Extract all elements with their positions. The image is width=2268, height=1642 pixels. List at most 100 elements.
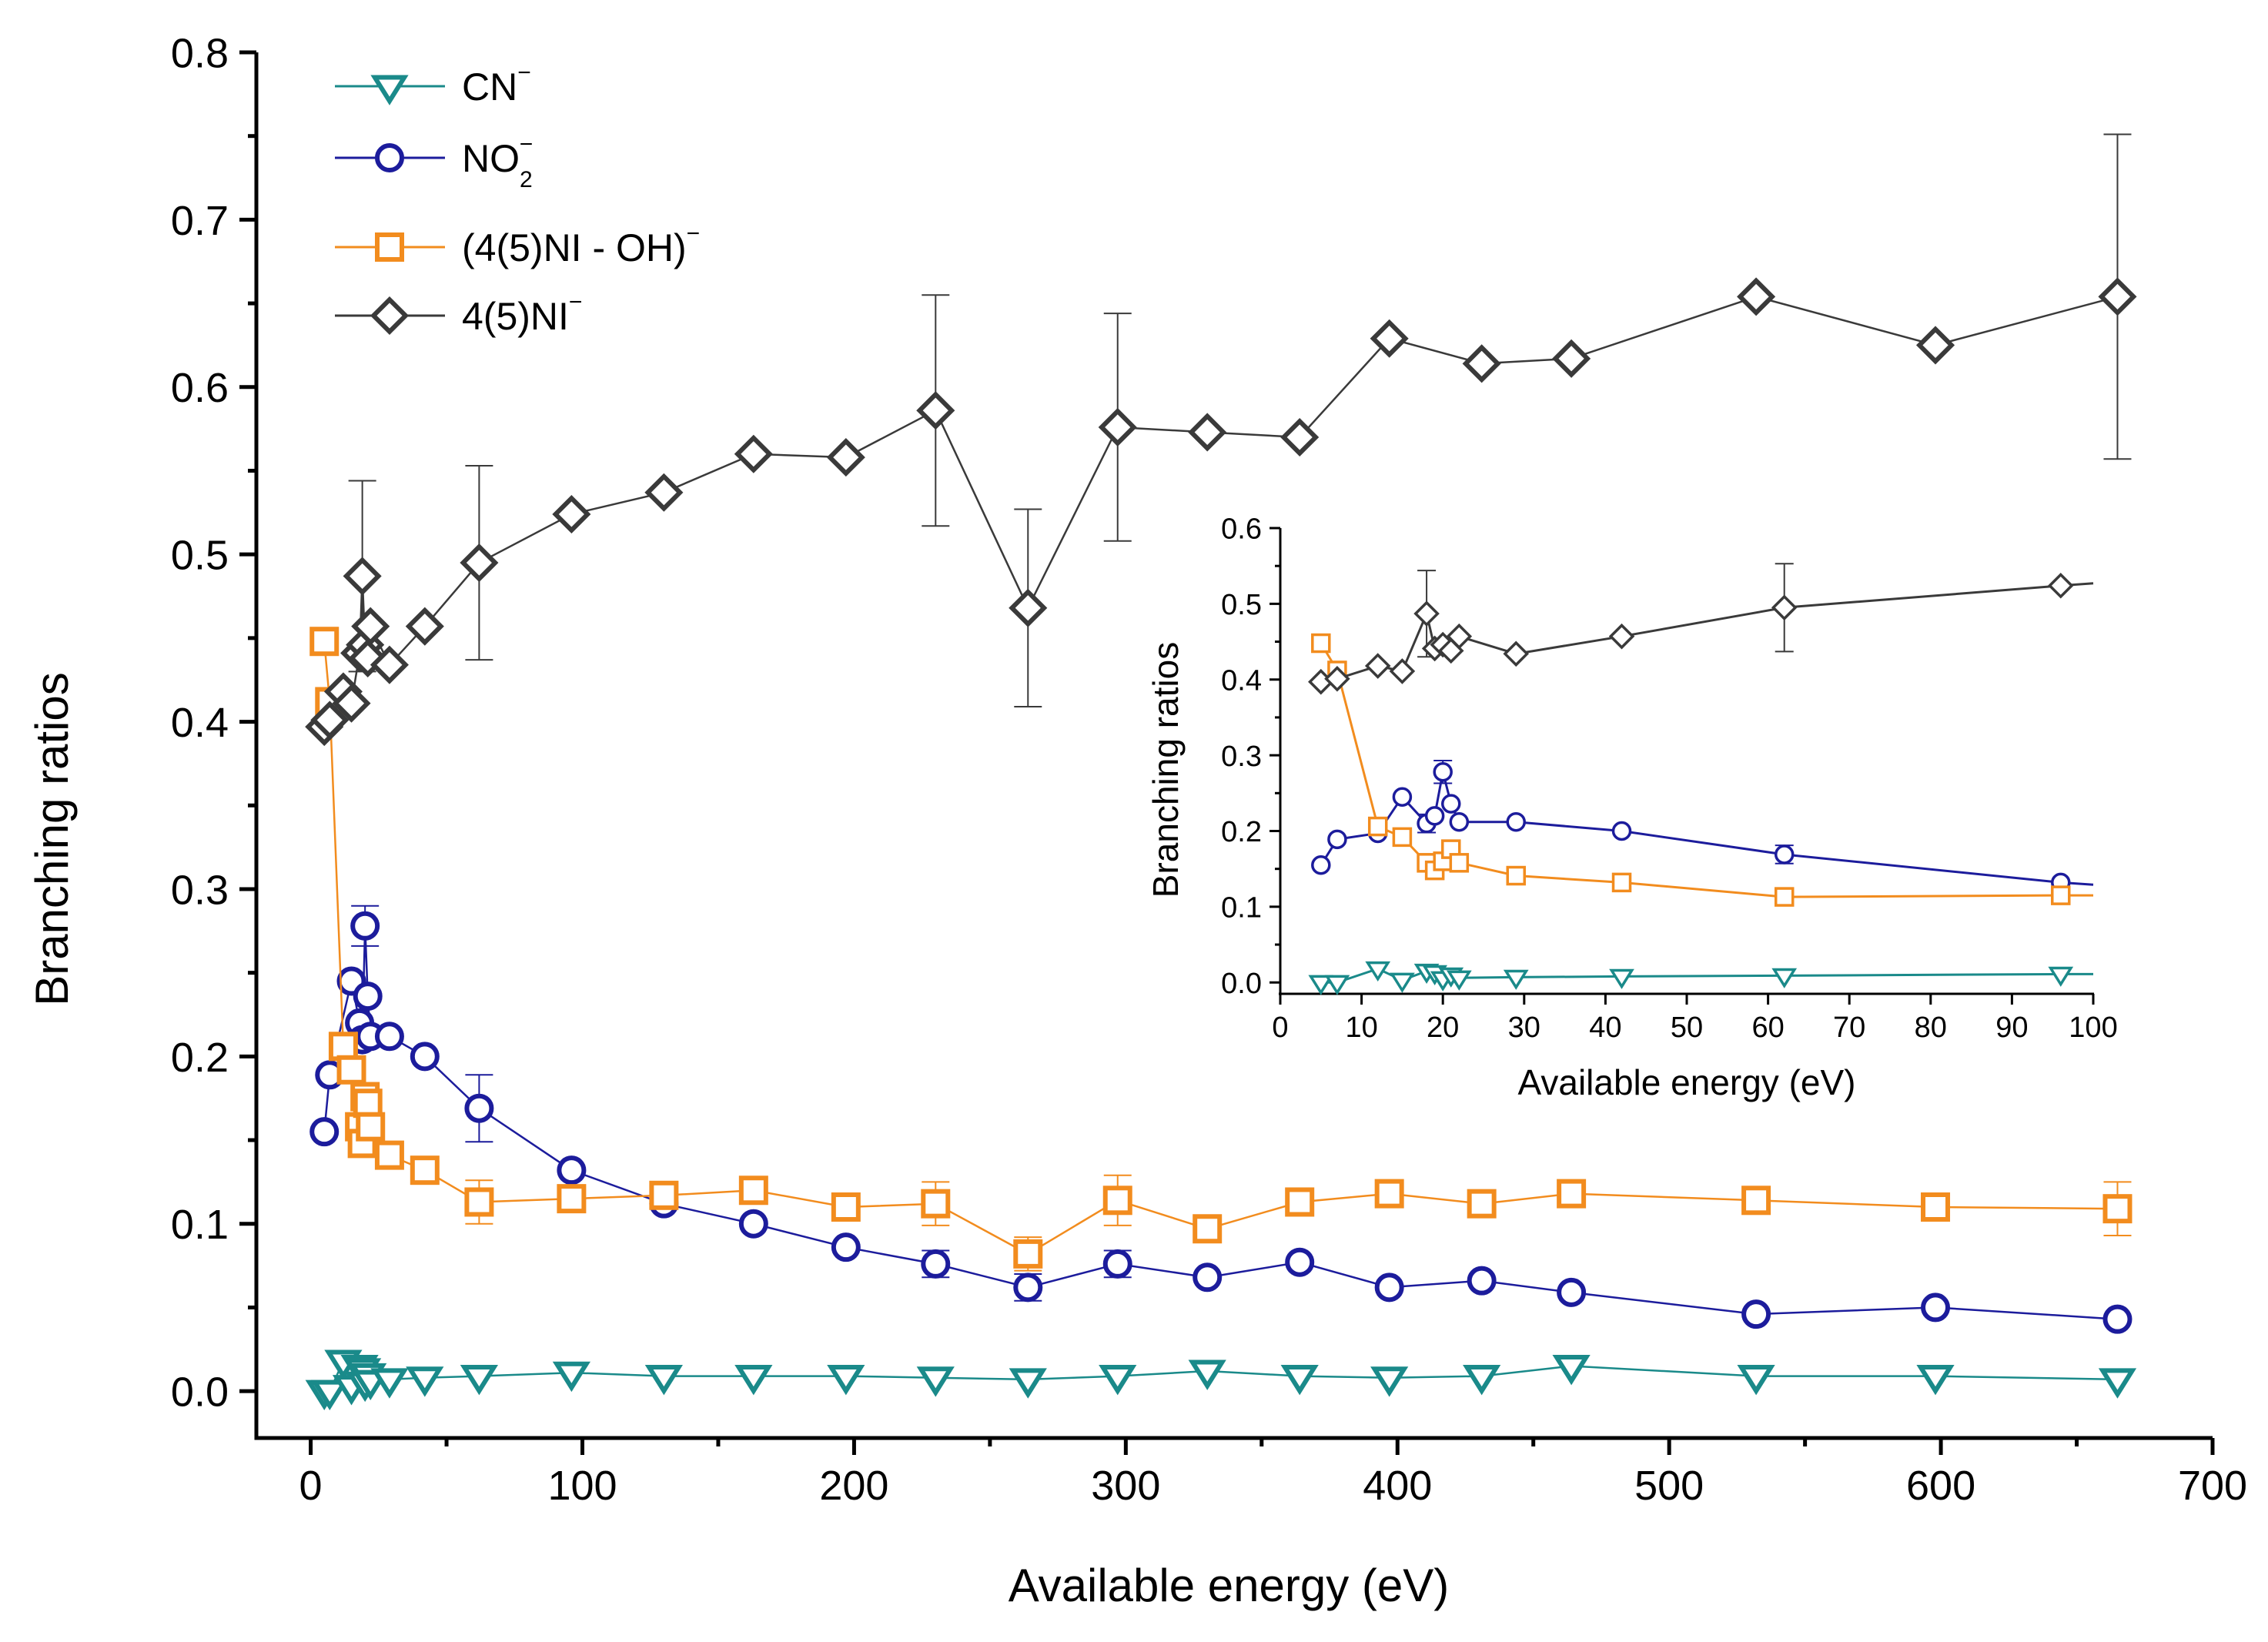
- inset-background: [1280, 528, 2093, 994]
- inset-4-5-ni-data-point: [1608, 623, 1635, 650]
- main-4-5-ni-data-point: [2098, 277, 2137, 316]
- legend-label-base: CN: [462, 65, 517, 109]
- main-x-ticks: 0 100 200 300 400 500 600 700: [299, 1438, 2247, 1509]
- main-y-tick-label: 0.2: [171, 1035, 229, 1081]
- inset-x-tick-label: 80: [1915, 1012, 1947, 1044]
- main-cn-data-point: [1280, 1365, 1319, 1396]
- inset-y-tick-label: 0.5: [1221, 589, 1262, 621]
- legend-cn-marker: [370, 75, 409, 105]
- main-4-5-ni-data-point: [552, 494, 591, 534]
- inset-no2-data-point: [1392, 787, 1413, 807]
- inset-no2-data-point: [1449, 811, 1470, 832]
- legend-label-subscript: 2: [520, 167, 533, 192]
- inset-4-5-ni-oh-data-point: [1506, 865, 1526, 886]
- inset-4-5-ni-data-point: [1389, 658, 1416, 684]
- legend-4-5-ni-label: 4(5)NI−: [462, 289, 582, 338]
- main-series-cn: [305, 1349, 2137, 1410]
- main-no-data-point: [1741, 1299, 1771, 1329]
- main-4-5-ni-data-point: [460, 543, 499, 583]
- inset-series-cn: [1308, 961, 2093, 995]
- main-4-5-ni-oh-data-point: [1467, 1189, 1497, 1219]
- legend-label-base: (4(5)NI - OH): [462, 226, 687, 269]
- main-x-tick-label: 300: [1091, 1463, 1160, 1509]
- inset-4-5-ni-oh-data-point: [1392, 827, 1413, 848]
- main-4-5-ni-oh-data-point: [353, 1089, 383, 1119]
- main-4-5-ni-oh-data-point: [410, 1155, 440, 1186]
- main-4-5-ni-data-point: [734, 434, 773, 473]
- inset-4-5-ni-oh-data-point: [1611, 872, 1632, 893]
- main-cn-data-point: [370, 1368, 409, 1399]
- inset-x-axis-label: Available energy (eV): [1518, 1062, 1856, 1102]
- main-no-data-point: [1374, 1272, 1404, 1303]
- main-no-data-point: [464, 1093, 494, 1123]
- main-y-tick-label: 0.0: [171, 1369, 229, 1416]
- main-x-tick-label: 500: [1634, 1463, 1704, 1509]
- legend-label-base: NO: [462, 137, 520, 180]
- legend-no-marker: [375, 143, 404, 172]
- main-no-data-point: [374, 1022, 404, 1052]
- main-4-5-ni-oh-data-point: [649, 1180, 679, 1210]
- inset-x-tick-label: 20: [1427, 1012, 1459, 1044]
- main-y-tick-label: 0.7: [171, 198, 229, 244]
- inset-no2-data-point: [1424, 806, 1445, 826]
- main-4-5-ni-data-point: [1552, 339, 1591, 378]
- inset-4-5-ni-data-point: [1413, 600, 1440, 627]
- main-4-5-ni-oh-data-point: [374, 1140, 404, 1170]
- main-4-5-ni-data-point: [310, 701, 350, 740]
- main-4-5-ni-oh-data-point: [921, 1189, 951, 1219]
- main-cn-data-point: [406, 1366, 444, 1397]
- legend-item-4-5-ni-oh: (4(5)NI - OH)−: [335, 221, 700, 269]
- inset-4-5-ni-oh-data-point: [1311, 633, 1331, 654]
- main-no-data-point: [1285, 1247, 1315, 1277]
- main-4-5-ni-data-point: [1462, 344, 1501, 383]
- legend-label-base: 4(5)NI: [462, 295, 569, 338]
- main-cn-data-point: [1916, 1365, 1955, 1396]
- inset-4-5-ni-oh-data-point: [1367, 816, 1388, 837]
- legend-item-no: NO2 −: [335, 132, 533, 192]
- main-no-data-point: [557, 1155, 587, 1186]
- main-cn-data-point: [460, 1365, 499, 1396]
- main-cn-data-point: [552, 1361, 590, 1393]
- inset-4-5-ni-oh-data-point: [1449, 853, 1470, 873]
- main-4-5-ni-oh-data-point: [1374, 1179, 1404, 1209]
- inset-cn-data-point: [1771, 968, 1798, 988]
- main-4-5-ni-oh-data-point: [831, 1192, 861, 1222]
- legend-cn-label: CN−: [462, 60, 531, 109]
- legend-label-superscript: −: [687, 221, 701, 246]
- main-y-tick-label: 0.4: [171, 700, 229, 746]
- inset-cn-data-point: [1503, 969, 1529, 990]
- main-no-data-point: [350, 911, 380, 941]
- main-cn-data-point: [1463, 1365, 1501, 1396]
- inset-x-tick-label: 0: [1272, 1012, 1288, 1044]
- inset-cn-data-point: [1390, 972, 1415, 993]
- inset-x-tick-label: 30: [1508, 1012, 1540, 1044]
- legend-no-label: NO2 −: [462, 132, 533, 192]
- inset-y-tick-label: 0.3: [1221, 741, 1262, 773]
- main-x-tick-label: 700: [2178, 1463, 2247, 1509]
- main-4-5-ni-oh-data-point: [1557, 1179, 1587, 1209]
- main-y-tick-label: 0.6: [171, 365, 229, 411]
- main-no-data-point: [738, 1209, 768, 1239]
- main-4-5-ni-data-point: [1009, 588, 1048, 627]
- main-y-tick-label: 0.8: [171, 30, 229, 76]
- inset-y-tick-label: 0.0: [1221, 968, 1262, 1000]
- main-y-tick-label: 0.3: [171, 867, 229, 913]
- main-no-data-point: [1921, 1293, 1951, 1323]
- legend-item-4-5-ni: 4(5)NI−: [335, 289, 582, 338]
- main-x-tick-label: 100: [547, 1463, 617, 1509]
- inset-x-tick-label: 60: [1751, 1012, 1784, 1044]
- main-y-tick-label: 0.5: [171, 533, 229, 579]
- inset-y-tick-label: 0.6: [1221, 513, 1262, 546]
- main-cn-data-point: [827, 1365, 865, 1396]
- inset-cn-data-point: [1365, 961, 1391, 982]
- legend-label-superscript: −: [517, 60, 531, 85]
- main-4-5-ni-data-point: [1280, 417, 1320, 457]
- main-cn-data-point: [1188, 1359, 1226, 1390]
- main-cn-data-point: [644, 1365, 683, 1396]
- legend-label-superscript: −: [569, 289, 583, 315]
- main-no-data-point: [353, 982, 383, 1012]
- chart-legend: CN−NO2−(4(5)NI - OH)−4(5)NI−: [335, 60, 700, 338]
- inset-4-5-ni-data-point: [1324, 665, 1350, 692]
